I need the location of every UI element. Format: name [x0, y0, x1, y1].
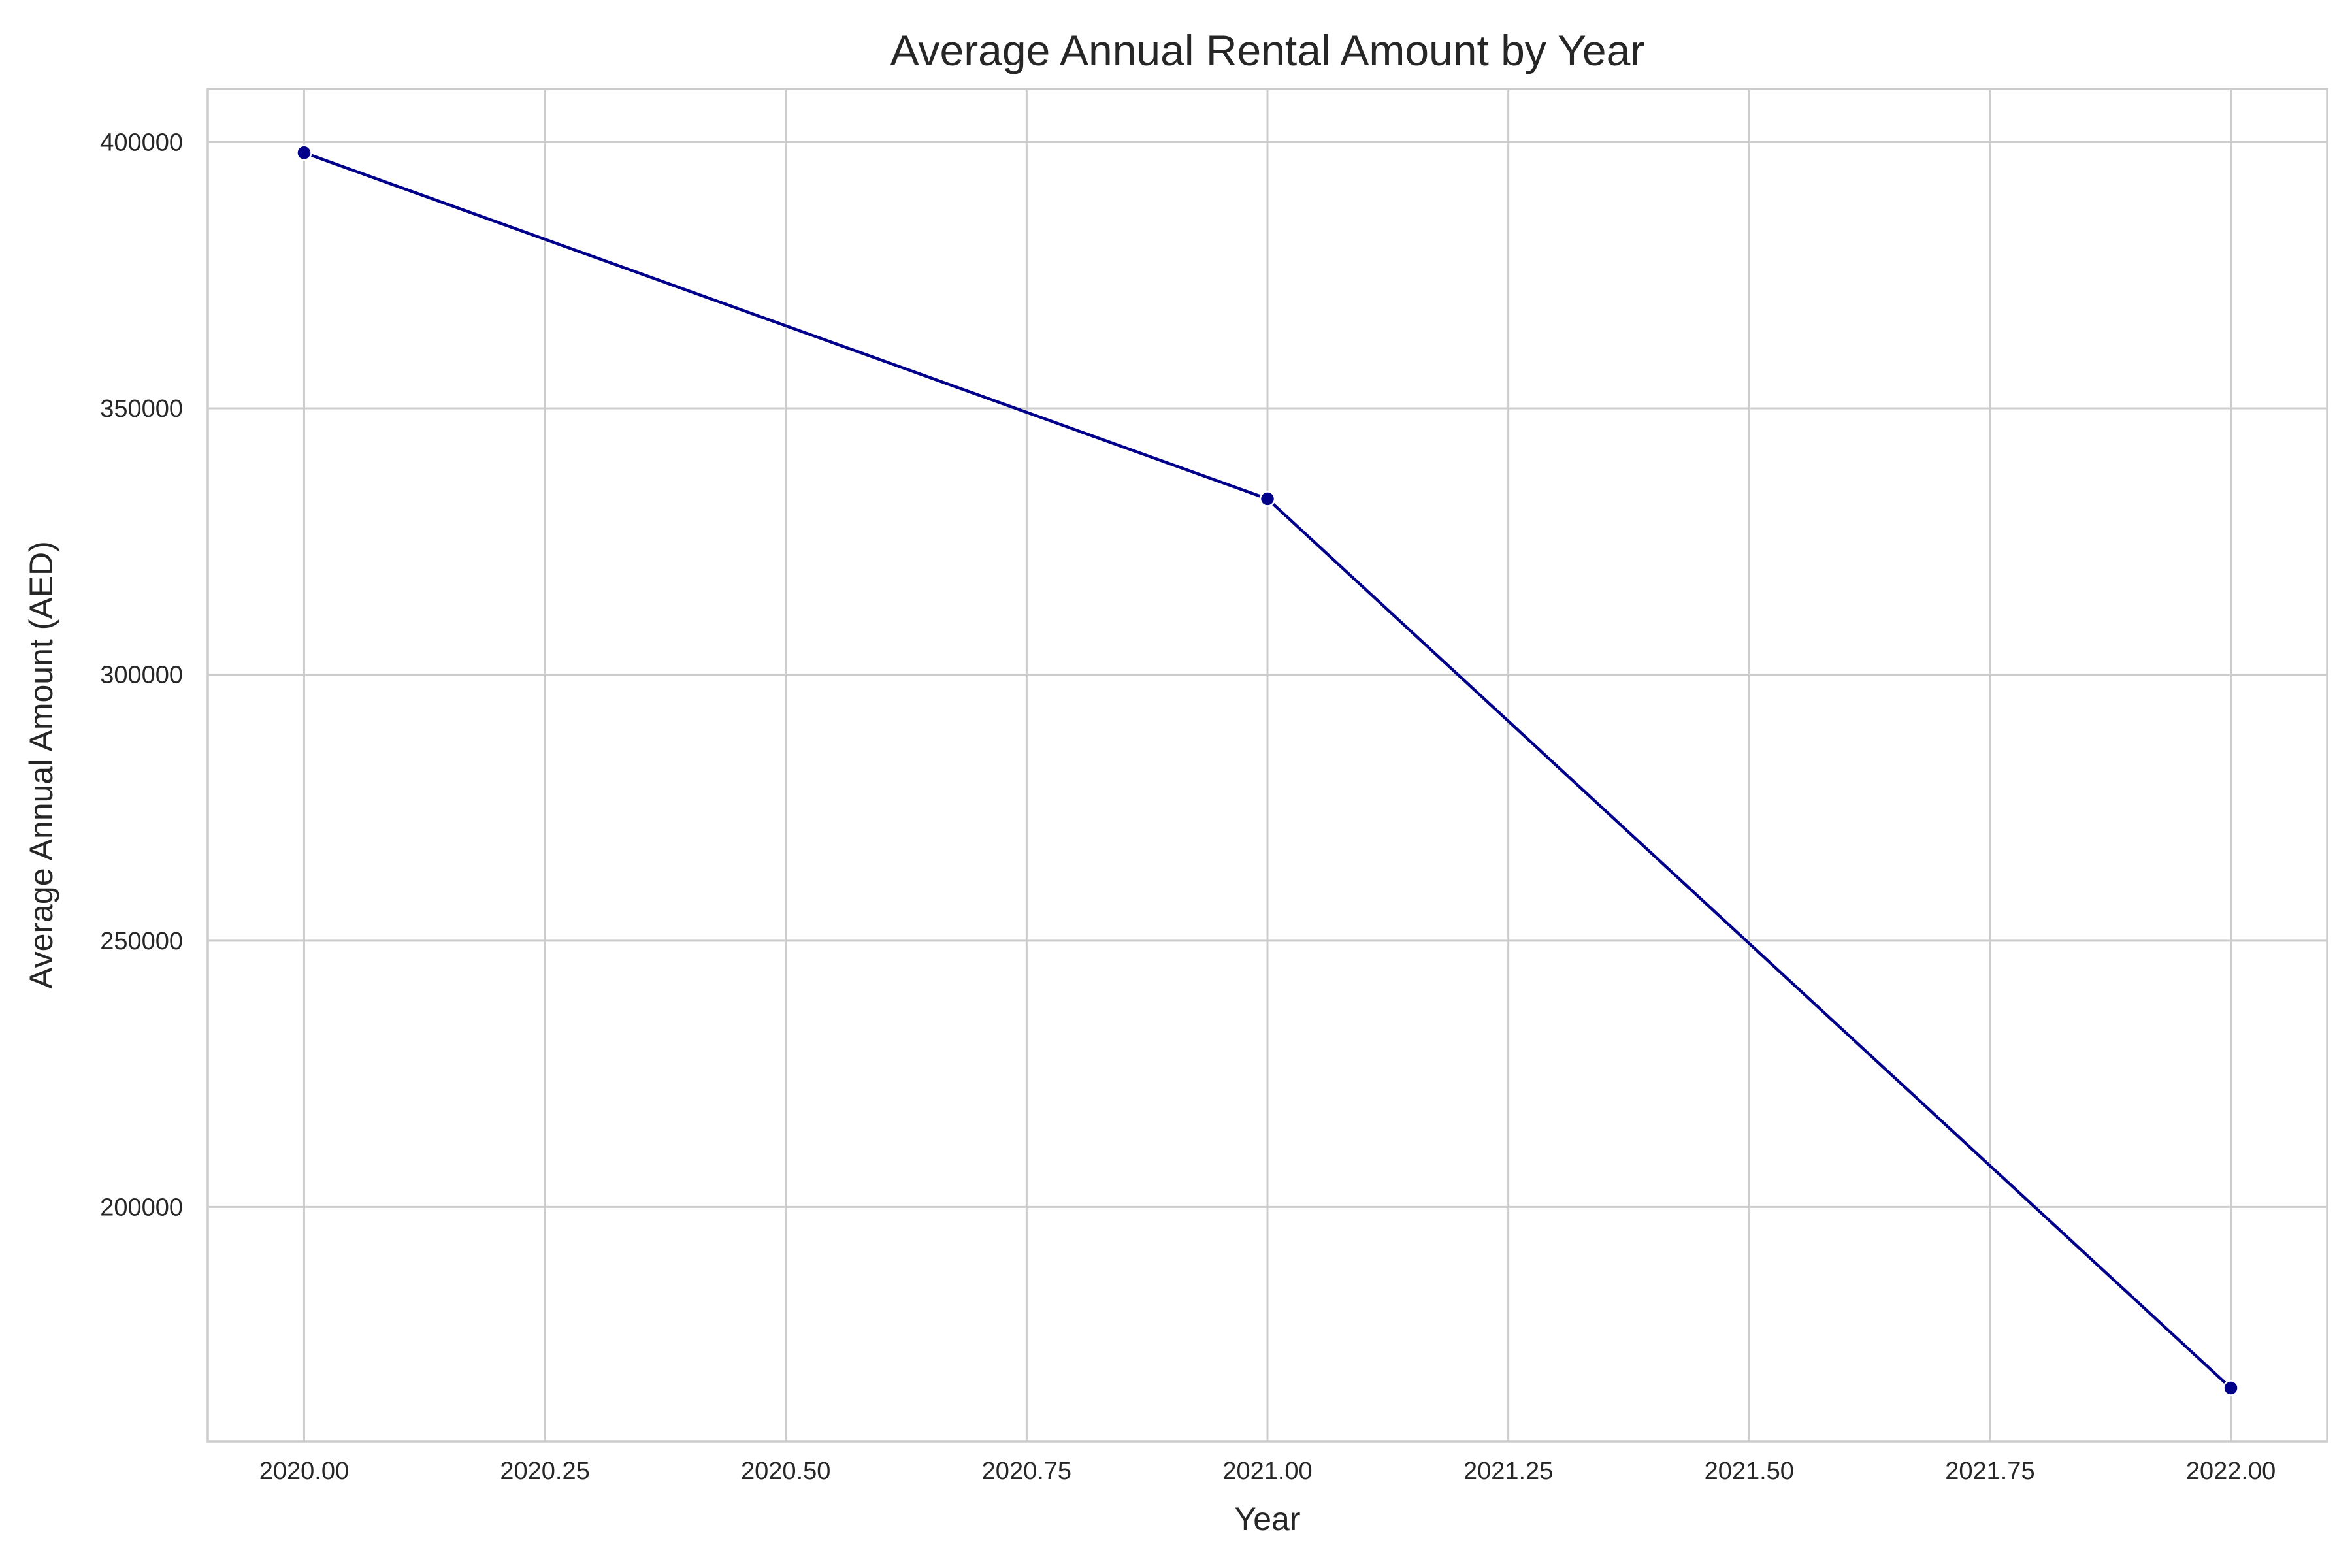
- x-tick-label: 2020.25: [500, 1458, 589, 1485]
- y-tick-label: 350000: [100, 395, 183, 423]
- tick-labels: 2020.00 2020.25 2020.50 2020.75 2021.00 2021.…: [100, 129, 2276, 1485]
- x-tick-label: 2022.00: [2186, 1458, 2276, 1485]
- chart-title: Average Annual Rental Amount by Year: [890, 26, 1645, 74]
- x-axis-label: Year: [1234, 1501, 1300, 1537]
- series-layer: [296, 144, 2239, 1396]
- plot-area-frame: [206, 88, 2328, 1443]
- x-tick-label: 2021.25: [1463, 1458, 1553, 1485]
- x-tick-label: 2020.50: [741, 1458, 830, 1485]
- data-point: [2223, 1380, 2239, 1396]
- x-tick-label: 2020.00: [259, 1458, 349, 1485]
- y-tick-label: 200000: [100, 1194, 183, 1221]
- x-tick-label: 2020.75: [982, 1458, 1071, 1485]
- x-tick-label: 2021.75: [1945, 1458, 2034, 1485]
- y-tick-label: 250000: [100, 928, 183, 955]
- grid-lines: [208, 89, 2327, 1441]
- x-tick-label: 2021.50: [1705, 1458, 1794, 1485]
- y-axis-label: Average Annual Amount (AED): [23, 541, 59, 989]
- data-point: [1259, 491, 1276, 507]
- x-tick-label: 2021.00: [1222, 1458, 1312, 1485]
- y-tick-label: 400000: [100, 129, 183, 156]
- y-tick-label: 300000: [100, 661, 183, 689]
- data-point: [296, 144, 312, 161]
